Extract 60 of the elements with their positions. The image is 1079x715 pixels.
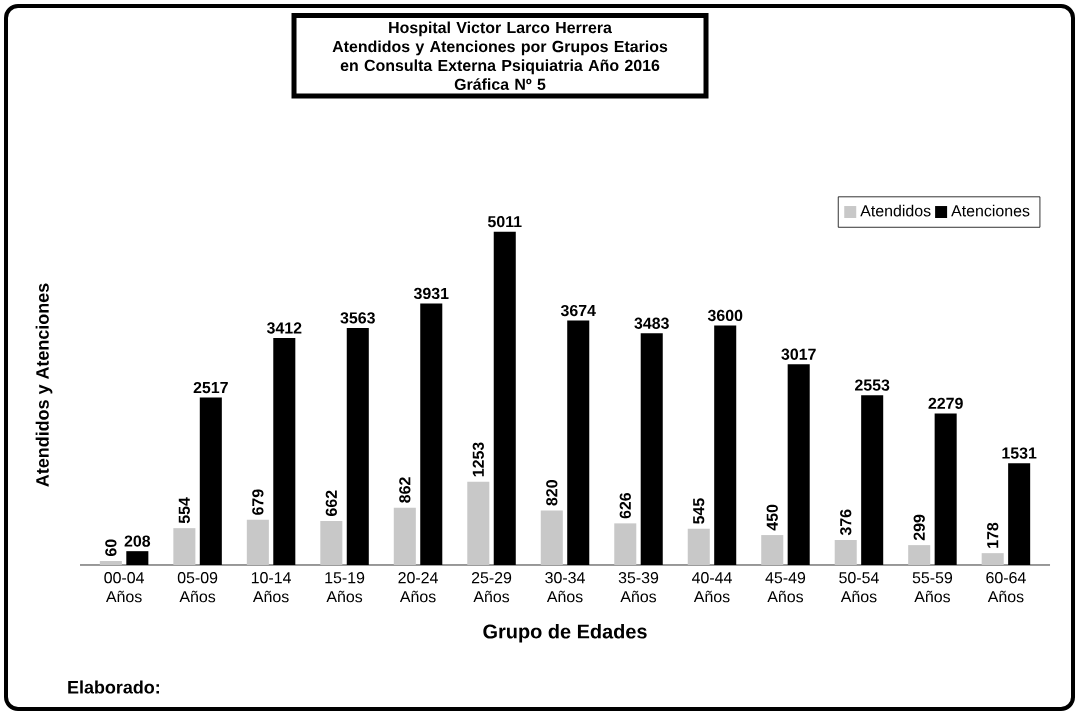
bar [834, 539, 857, 565]
bar [761, 535, 784, 565]
x-tick-label: 35-39 Años [618, 572, 659, 603]
data-label: 626 [619, 492, 631, 519]
bar [467, 481, 490, 565]
x-tick-label: 50-54 Años [839, 572, 879, 603]
data-label: 208 [124, 535, 151, 547]
x-tick-label: 25-29 Años [471, 572, 512, 603]
bar [908, 545, 931, 565]
text: Elaborado: [68, 680, 159, 694]
x-tick-label: 15-19 Años [325, 572, 365, 603]
bar [99, 561, 122, 565]
bar [981, 553, 1004, 565]
y-axis-title: Atendidos y Atenciones [35, 283, 53, 487]
data-label: 3563 [340, 312, 375, 324]
data-label: 862 [399, 477, 411, 503]
data-label: 5011 [487, 215, 522, 228]
data-label: 299 [913, 514, 925, 541]
x-tick-label: 45-49 Años [765, 572, 806, 603]
x-tick-label: 00-04 Años [104, 572, 145, 603]
data-label: 3931 [413, 287, 449, 300]
chart-subtitle: Atendidos y Atenciones por Grupos Etarios en Consulta Externa Psiquiatria Año 2016 [332, 40, 668, 75]
data-label: 3600 [707, 309, 743, 322]
x-tick-label: 60-64 Años [986, 572, 1026, 603]
x-tick-label: 10-14 Años [251, 572, 291, 603]
data-label: 2517 [193, 381, 228, 394]
data-label: 450 [766, 504, 778, 531]
data-label: 376 [840, 509, 852, 536]
x-axis-title: Grupo de Edades [483, 623, 647, 643]
data-label: 178 [987, 522, 999, 548]
data-label: 820 [546, 480, 558, 506]
bar [540, 510, 563, 565]
x-tick-label: 05-09 Años [177, 572, 218, 603]
x-tick-label: 40-44 Años [691, 572, 732, 603]
x-tick-label: 55-59 Años [912, 572, 953, 603]
data-label: 60 [105, 539, 117, 557]
bar [320, 520, 343, 565]
data-label: 3674 [560, 304, 596, 317]
data-label: 1531 [1002, 447, 1037, 459]
legend-label: Atenciones [951, 204, 1030, 217]
bar [393, 507, 416, 565]
bar [173, 528, 196, 565]
data-label: 3483 [634, 317, 669, 329]
data-label: 2553 [855, 379, 890, 391]
data-label: 1253 [472, 442, 484, 477]
data-label: 3017 [781, 348, 816, 360]
chart-title: Hospital Victor Larco Herrera [389, 21, 612, 37]
data-label: 2279 [928, 397, 963, 409]
data-label: 679 [252, 489, 264, 515]
data-label: 545 [693, 498, 705, 524]
data-label: 662 [325, 490, 337, 516]
bar [614, 523, 637, 565]
x-tick-label: 30-34 Años [545, 572, 585, 603]
legend-label: Atendidos [860, 204, 931, 217]
data-label: 3412 [266, 322, 302, 334]
bar [246, 519, 269, 565]
bar [687, 528, 710, 565]
text: Gráfica Nº 5 [454, 78, 546, 90]
data-label: 554 [178, 497, 190, 524]
x-tick-label: 20-24 Años [398, 572, 438, 603]
